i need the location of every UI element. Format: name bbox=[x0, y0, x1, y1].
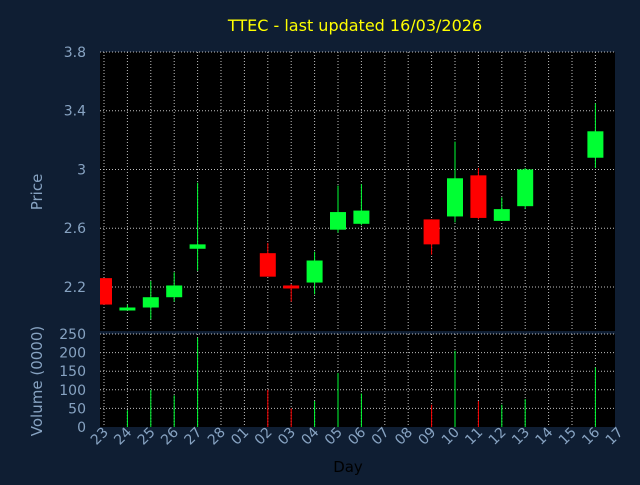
candle-body bbox=[517, 169, 534, 207]
volume-tick-label: 250 bbox=[59, 327, 86, 343]
candle-body bbox=[306, 260, 323, 283]
price-y-axis: 2.2 2.6 3 3.4 3.8 bbox=[64, 45, 86, 296]
candle-body bbox=[493, 209, 510, 221]
candle-body bbox=[470, 175, 487, 218]
candle-body bbox=[100, 278, 112, 305]
volume-tick-label: 50 bbox=[68, 401, 86, 417]
price-tick-label: 3 bbox=[77, 162, 86, 178]
candle-body bbox=[353, 210, 370, 224]
price-tick-label: 3.4 bbox=[64, 104, 86, 120]
chart-title: TTEC - last updated 16/03/2026 bbox=[227, 16, 482, 35]
price-tick-label: 2.6 bbox=[64, 221, 86, 237]
volume-plot-area bbox=[100, 334, 615, 427]
volume-tick-label: 0 bbox=[77, 420, 86, 436]
x-axis-label: Day bbox=[333, 458, 363, 476]
price-tick-label: 3.8 bbox=[64, 45, 86, 61]
candle-body bbox=[587, 131, 604, 158]
price-tick-label: 2.2 bbox=[64, 280, 86, 296]
volume-grid bbox=[100, 333, 615, 427]
candle-body bbox=[189, 244, 206, 249]
candle-body bbox=[447, 178, 463, 217]
volume-tick-label: 100 bbox=[59, 383, 86, 399]
volume-tick-label: 150 bbox=[59, 364, 86, 380]
candle-body bbox=[166, 285, 183, 298]
volume-tick-label: 200 bbox=[59, 346, 86, 362]
candlestick-series bbox=[100, 103, 604, 320]
volume-axis-label: Volume (0000) bbox=[28, 326, 46, 436]
candle-body bbox=[423, 219, 440, 245]
candle-body bbox=[283, 285, 300, 289]
candle-body bbox=[259, 253, 276, 277]
volume-bar-series bbox=[126, 337, 596, 427]
candle-body bbox=[142, 297, 159, 308]
volume-y-axis: 0 50 100 150 200 250 bbox=[59, 327, 86, 436]
candle-body bbox=[119, 307, 136, 311]
candle-body bbox=[330, 212, 346, 230]
day-x-axis: 23 24 25 26 27 28 01 02 03 04 05 06 07 08 09 10 11 12 13 14… bbox=[88, 424, 627, 448]
price-axis-label: Price bbox=[28, 174, 46, 211]
